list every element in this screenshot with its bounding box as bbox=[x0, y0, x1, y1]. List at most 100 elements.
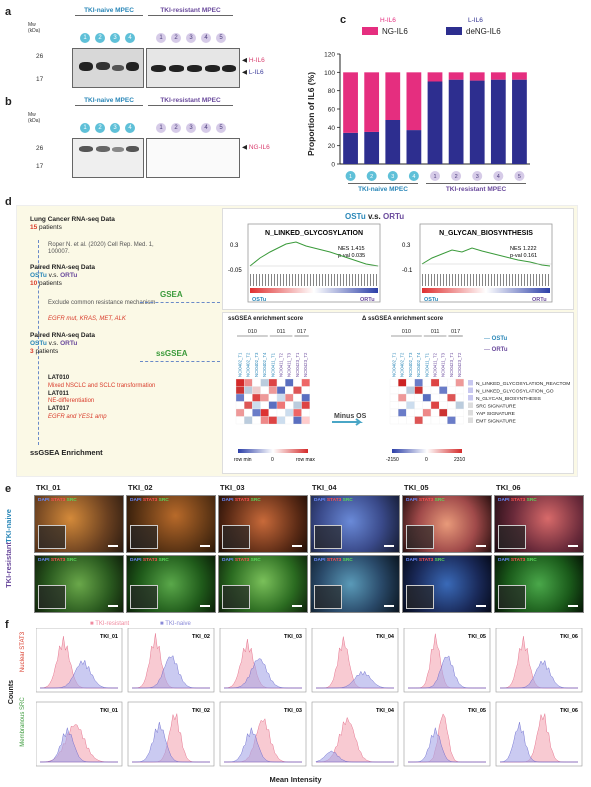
hist-legend-res: ■ TKI-resistant bbox=[90, 621, 130, 627]
heatmap-left-scale-mid: 0 bbox=[271, 457, 274, 463]
flow-exclude: Exclude common resistance mechanism bbox=[48, 300, 156, 306]
histogram-title: TKI_01 bbox=[100, 708, 118, 714]
histogram-title: TKI_05 bbox=[468, 634, 486, 640]
flow-step1-count: 15 bbox=[30, 224, 38, 232]
x-tick-label: 3 bbox=[391, 174, 394, 180]
heatmap-left-scale-min: row min bbox=[234, 457, 252, 463]
blot-b-lanes-resistant: 1 2 3 4 5 bbox=[156, 123, 231, 133]
chart-bars bbox=[343, 72, 527, 164]
heatmap-cell bbox=[439, 378, 448, 387]
heatmap-cell bbox=[252, 401, 261, 410]
micrograph-inset bbox=[38, 525, 66, 549]
bar-NG-IL6 bbox=[469, 72, 485, 81]
y-tick-label: 0 bbox=[331, 162, 335, 169]
micro-sample-title: TKI_04 bbox=[312, 483, 337, 492]
heatmap-cell bbox=[439, 386, 448, 395]
heatmap-cell bbox=[252, 378, 261, 387]
heatmap-row-swatch bbox=[468, 417, 473, 423]
x-tick-label: 1 bbox=[349, 174, 352, 180]
gsea-plot-1-ticks bbox=[250, 274, 378, 286]
legend-swatch-deng bbox=[446, 27, 462, 35]
histogram-title: TKI_05 bbox=[468, 708, 486, 714]
blot-a-tick-26: 26 bbox=[36, 53, 44, 60]
heatmap-col-label: NCI0402_T2 bbox=[400, 352, 405, 377]
heatmap-group-label: 017 bbox=[451, 329, 460, 335]
heatmap-row-label: YAP SIGNATURE bbox=[476, 411, 516, 417]
heatmap-cell bbox=[398, 416, 407, 425]
flow-step2-title: Paired RNA-seq Data bbox=[30, 264, 96, 271]
heatmap-cell bbox=[276, 378, 286, 387]
lane-marker: 2 bbox=[171, 123, 181, 133]
flow-step1-unit: patients bbox=[39, 224, 62, 232]
heatmap-cell bbox=[430, 401, 440, 410]
lane-marker: 3 bbox=[110, 123, 120, 133]
heatmap-cell bbox=[252, 393, 261, 402]
scale-bar bbox=[292, 545, 302, 547]
heatmap-cell bbox=[447, 386, 456, 395]
histogram-title: TKI_06 bbox=[560, 708, 578, 714]
heatmap-minus-arrow bbox=[332, 418, 363, 426]
histogram-area bbox=[407, 727, 486, 763]
heatmap-cell bbox=[389, 416, 399, 425]
gsea-plot-1-ymin: -0.05 bbox=[228, 268, 242, 274]
gsea-plot-2: N_GLYCAN_BIOSYNTHESIS 0.3 -0.1 NES 1.222… bbox=[402, 223, 553, 303]
heatmap-cell bbox=[244, 378, 253, 387]
micrograph-resistant: DAPI STAT3 SRC bbox=[494, 555, 584, 613]
gsea-plot-2-p: p-val 0.161 bbox=[510, 253, 537, 259]
micrograph-naive: DAPI STAT3 SRC bbox=[126, 495, 216, 553]
histogram-plot: TKI_01 bbox=[36, 701, 123, 767]
bar-deNG-IL6 bbox=[427, 81, 443, 164]
heatmap-cell bbox=[455, 386, 464, 395]
heatmap-col-label: NCI0402_T2 bbox=[246, 352, 251, 377]
heatmap-cell bbox=[439, 393, 448, 402]
heatmap-group-label: 011 bbox=[277, 329, 286, 335]
gsea-arrow-label: GSEA bbox=[160, 290, 183, 299]
heatmap-cell bbox=[252, 416, 261, 425]
histogram-plot: TKI_03 bbox=[219, 628, 307, 693]
heatmap-row-swatch bbox=[468, 387, 473, 393]
heatmap-cell bbox=[422, 408, 432, 417]
flow-step2-a: OSTu bbox=[30, 272, 47, 280]
scale-bar bbox=[384, 605, 394, 607]
scale-bar bbox=[568, 605, 578, 607]
bar-deNG-IL6 bbox=[448, 79, 464, 164]
heatmap-cell bbox=[252, 408, 261, 417]
histogram-title: TKI_03 bbox=[284, 708, 302, 714]
heatmap-cell bbox=[414, 386, 423, 395]
gsea-title-b: ORTu bbox=[382, 212, 405, 221]
x-lane-marker bbox=[472, 171, 483, 181]
heatmap-cell bbox=[398, 378, 407, 387]
chart-group-naive: TKI-naive MPEC bbox=[348, 183, 418, 194]
micrograph-naive: DAPI STAT3 SRC bbox=[34, 495, 124, 553]
histogram-plot: TKI_02 bbox=[127, 628, 215, 693]
heatmap-cell bbox=[268, 386, 278, 395]
heatmap-col-label: NCI0402_T4 bbox=[262, 352, 267, 377]
heatmap-row-swatch bbox=[468, 380, 473, 386]
micrograph-naive: DAPI STAT3 SRC bbox=[402, 495, 492, 553]
heatmap-cell bbox=[439, 408, 448, 417]
hist-row1-label: Nuclear STAT3 bbox=[20, 631, 26, 673]
heatmap-cell bbox=[301, 393, 310, 402]
lane-marker: 3 bbox=[110, 33, 120, 43]
bar-NG-IL6 bbox=[385, 72, 401, 120]
gsea-title-vs: v.s. bbox=[367, 212, 381, 221]
lane-marker: 4 bbox=[201, 33, 211, 43]
heatmap-cell bbox=[235, 416, 245, 425]
histogram-title: TKI_02 bbox=[192, 708, 210, 714]
legend-deng-il6: deNG-IL6 bbox=[466, 27, 501, 36]
gsea-plot-2-left: OSTu bbox=[424, 297, 438, 303]
blot-a-arrow-l: ◀ L-IL6 bbox=[242, 69, 264, 76]
flow-step3-title: Paired RNA-seq Data bbox=[30, 332, 96, 339]
heatmap-cell bbox=[406, 401, 415, 410]
heatmap-cell bbox=[398, 386, 407, 395]
micrograph-resistant: DAPI STAT3 SRC bbox=[402, 555, 492, 613]
heatmap-cell bbox=[389, 401, 399, 410]
blot-a-lanes-naive: 1 2 3 4 bbox=[80, 33, 140, 43]
heatmap-cell bbox=[406, 416, 415, 425]
heatmap-cell bbox=[276, 408, 286, 417]
histogram-area bbox=[316, 670, 395, 689]
heatmap-col-label: NCI0411_T1 bbox=[270, 352, 275, 377]
heatmap-legend-ortu: — ORTu bbox=[484, 347, 508, 353]
gsea-plot-1-p: p-val 0.035 bbox=[338, 253, 365, 259]
